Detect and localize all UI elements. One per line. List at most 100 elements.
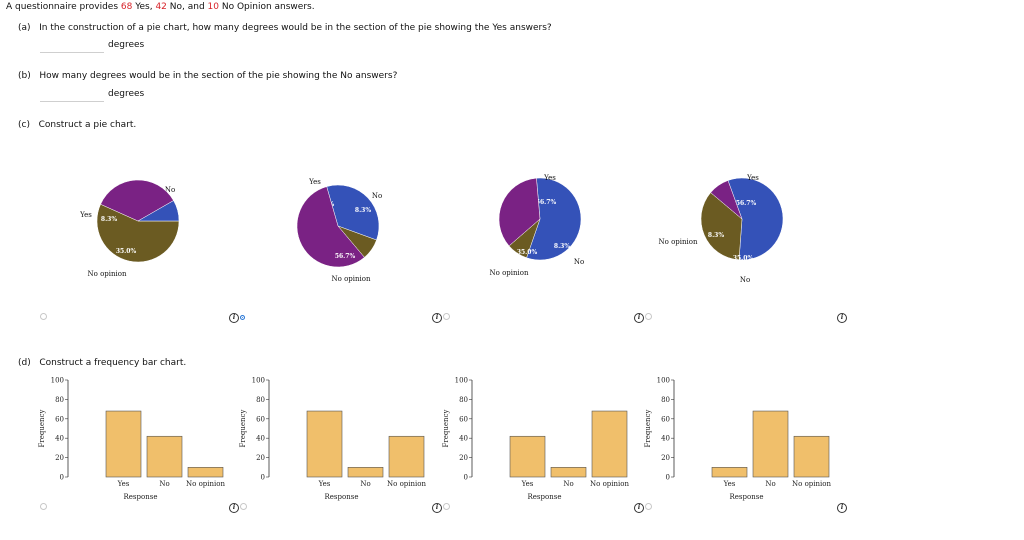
part-a-label: (a) bbox=[18, 23, 31, 33]
bar-option-3-radio[interactable] bbox=[443, 503, 450, 510]
y-tick-label: 80 bbox=[661, 396, 670, 404]
y-tick-label: 40 bbox=[459, 435, 468, 443]
pie-percent-label: 56.7% bbox=[736, 200, 757, 207]
info-icon[interactable]: i bbox=[229, 313, 239, 323]
intro-text-end: No Opinion answers. bbox=[218, 2, 315, 12]
y-tick-label: 100 bbox=[252, 377, 265, 385]
bar-no-opinion bbox=[591, 410, 628, 478]
pie-percent-label: 56.7% bbox=[335, 253, 356, 260]
y-tick-label: 20 bbox=[256, 454, 265, 462]
y-axis-label: Frequency bbox=[38, 410, 46, 448]
x-tick-label: No bbox=[563, 480, 573, 488]
info-icon-glyph: i bbox=[435, 314, 439, 321]
pie-option-1-radio[interactable] bbox=[40, 313, 47, 320]
y-axis-label: Frequency bbox=[442, 410, 450, 448]
pie-slice-yes bbox=[727, 177, 784, 261]
bar-option-2-radio[interactable] bbox=[240, 503, 247, 510]
info-icon-glyph: i bbox=[840, 504, 844, 511]
pie-label: No opinion bbox=[659, 238, 698, 246]
y-tick-label: 20 bbox=[661, 454, 670, 462]
y-tick-label: 40 bbox=[256, 435, 265, 443]
bar-chart-4: 0 20 40 60 80 100 Frequency Yes No No opinion Resp… bbox=[644, 377, 831, 502]
bar-no-opinion bbox=[187, 467, 224, 478]
pie-option-3-radio[interactable] bbox=[443, 313, 450, 320]
x-tick-label: No bbox=[159, 480, 169, 488]
bar-chart-3: 0 20 40 60 80 100 Frequency Yes No No opinion Resp… bbox=[442, 377, 629, 502]
intro-text-yes: Yes, bbox=[132, 2, 156, 12]
pie-option-4-radio[interactable] bbox=[645, 313, 652, 320]
part-d-question: (d) Construct a frequency bar chart. bbox=[18, 358, 186, 368]
pie-label: No bbox=[372, 192, 382, 200]
bar-yes bbox=[105, 410, 142, 478]
pie-slice-yes bbox=[526, 177, 582, 261]
bar-chart-1: 0 20 40 60 80 100 Frequency Yes No No opinion Resp… bbox=[38, 377, 225, 502]
y-tick-label: 0 bbox=[261, 474, 265, 482]
info-icon[interactable]: i bbox=[432, 503, 442, 513]
bar-no bbox=[347, 467, 384, 478]
pie-label: Yes bbox=[79, 211, 92, 219]
x-tick-label: No bbox=[765, 480, 775, 488]
x-tick-label: Yes bbox=[723, 480, 736, 488]
info-icon[interactable]: i bbox=[837, 503, 847, 513]
y-tick-label: 20 bbox=[459, 454, 468, 462]
bar-option-4-radio[interactable] bbox=[645, 503, 652, 510]
pie-slice-no bbox=[96, 203, 180, 263]
info-icon[interactable]: i bbox=[229, 503, 239, 513]
y-tick-label: 60 bbox=[661, 415, 670, 423]
intro-text: A questionnaire provides bbox=[6, 2, 121, 12]
y-tick-label: 20 bbox=[55, 454, 64, 462]
info-icon[interactable]: i bbox=[432, 313, 442, 323]
pie-label: Yes bbox=[308, 178, 321, 186]
y-axis-label: Frequency bbox=[644, 410, 652, 448]
x-axis-label: Response bbox=[528, 493, 562, 501]
part-b-text: How many degrees would be in the section… bbox=[39, 71, 398, 81]
part-c-question: (c) Construct a pie chart. bbox=[18, 120, 136, 130]
info-icon[interactable]: i bbox=[634, 313, 644, 323]
part-d-label: (d) bbox=[18, 358, 31, 368]
info-icon-glyph: i bbox=[637, 504, 641, 511]
x-axis-label: Response bbox=[730, 493, 764, 501]
pie-slice-yes bbox=[326, 184, 380, 241]
part-c-label: (c) bbox=[18, 120, 30, 130]
part-a-text: In the construction of a pie chart, how … bbox=[39, 23, 552, 33]
pie-label: No bbox=[740, 276, 750, 284]
info-icon-glyph: i bbox=[435, 504, 439, 511]
part-a-answer-field[interactable] bbox=[40, 38, 104, 53]
info-icon[interactable]: i bbox=[634, 503, 644, 513]
pie-label: Yes bbox=[543, 174, 556, 182]
part-b-label: (b) bbox=[18, 71, 31, 81]
yes-count: 68 bbox=[120, 2, 133, 12]
bar-charts: 0 20 40 60 80 100 Frequency Yes No No opinion Resp… bbox=[38, 377, 831, 502]
y-tick-label: 0 bbox=[464, 474, 468, 482]
bar-yes bbox=[509, 435, 546, 478]
y-tick-label: 100 bbox=[657, 377, 670, 385]
y-tick-label: 40 bbox=[55, 435, 64, 443]
y-tick-label: 60 bbox=[459, 415, 468, 423]
pie-option-2-radio[interactable] bbox=[240, 315, 245, 320]
part-c-text: Construct a pie chart. bbox=[38, 120, 137, 130]
bar-option-1-radio[interactable] bbox=[40, 503, 47, 510]
part-b-answer-field[interactable] bbox=[40, 87, 104, 102]
x-axis-label: Response bbox=[124, 493, 158, 501]
bar-yes bbox=[711, 467, 748, 478]
pie-label: No opinion bbox=[88, 270, 127, 278]
x-tick-label: No opinion bbox=[387, 480, 426, 488]
part-a-question: (a) In the construction of a pie chart, … bbox=[18, 23, 552, 33]
pie-label: No opinion bbox=[332, 275, 371, 283]
pie-slice-yes bbox=[137, 200, 180, 222]
bar-chart-2: 0 20 40 60 80 100 Frequency Yes No No opinion Resp… bbox=[239, 377, 426, 502]
bar-yes bbox=[306, 410, 343, 478]
pie-percent-label: 8.3% bbox=[355, 207, 371, 214]
pie-percent-label: 8.3% bbox=[708, 232, 724, 239]
x-tick-label: Yes bbox=[117, 480, 130, 488]
pie-slice-no-opinion bbox=[710, 180, 743, 220]
y-tick-label: 60 bbox=[256, 415, 265, 423]
y-tick-label: 100 bbox=[51, 377, 64, 385]
info-icon-glyph: i bbox=[232, 504, 236, 511]
y-tick-label: 40 bbox=[661, 435, 670, 443]
info-icon[interactable]: i bbox=[837, 313, 847, 323]
part-d-text: Construct a frequency bar chart. bbox=[39, 358, 187, 368]
info-icon-glyph: i bbox=[232, 314, 236, 321]
pie-slice-no bbox=[700, 192, 743, 261]
